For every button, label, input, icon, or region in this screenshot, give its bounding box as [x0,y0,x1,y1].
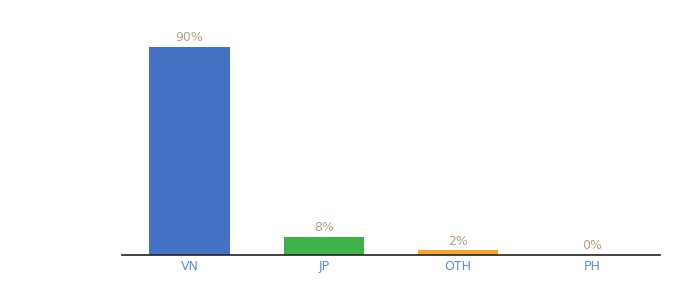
Text: 90%: 90% [175,31,203,44]
Text: 0%: 0% [583,239,602,252]
Bar [150,47,230,255]
Text: 8%: 8% [314,221,334,234]
Text: 2%: 2% [448,235,468,248]
Bar [418,250,498,255]
Bar [284,236,364,255]
